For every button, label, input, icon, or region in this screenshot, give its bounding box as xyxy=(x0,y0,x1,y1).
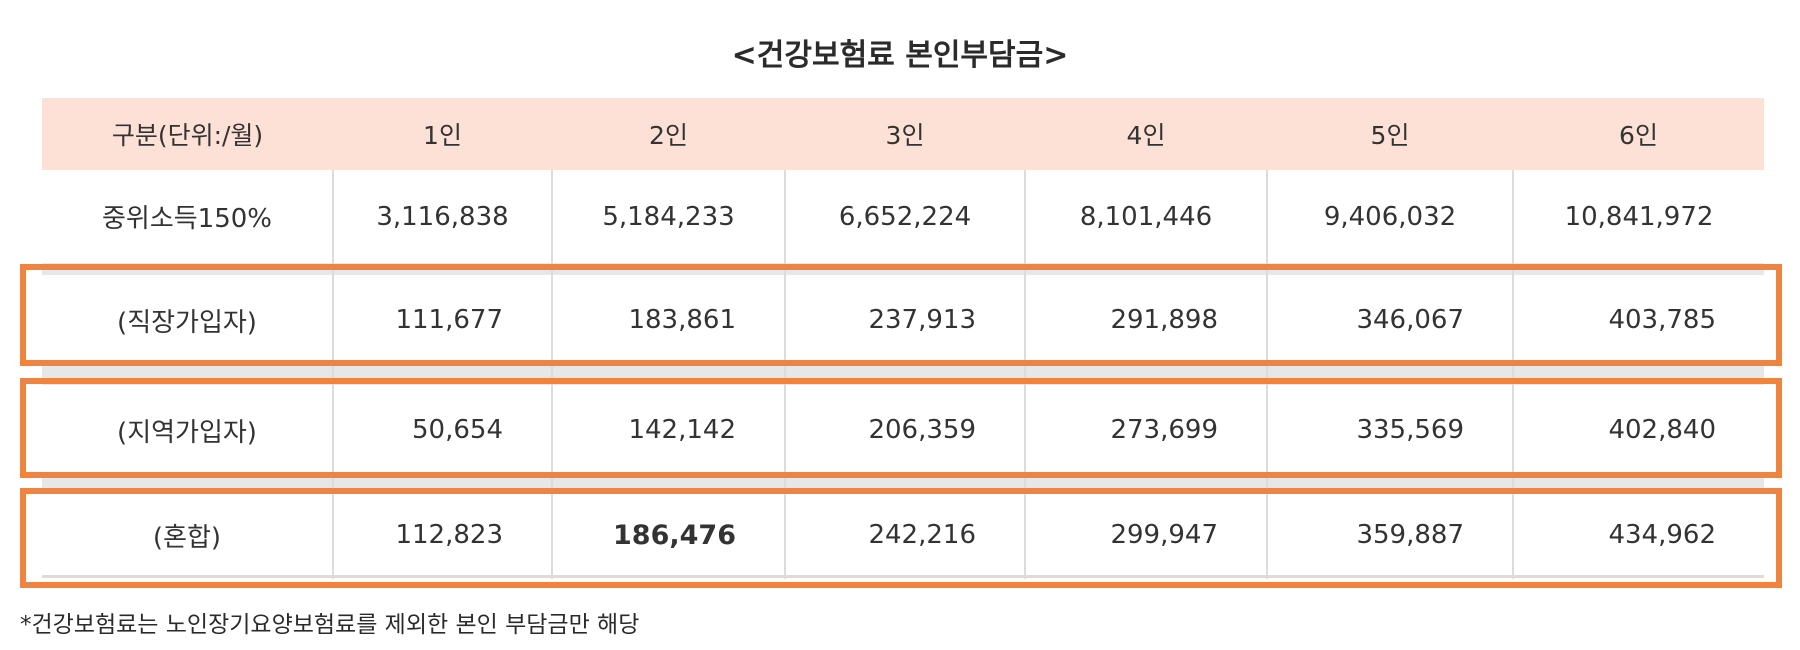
row-divider xyxy=(42,365,1764,385)
header-4-person: 4인 xyxy=(1126,121,1166,150)
header-3-person: 3인 xyxy=(885,121,925,150)
table-cell: 273,699 xyxy=(1024,385,1267,475)
table-row-employee: (직장가입자) 111,677 183,861 237,913 291,898 … xyxy=(42,275,1764,365)
table-cell: 359,887 xyxy=(1266,491,1513,579)
table-cell: 242,216 xyxy=(784,491,1025,579)
premium-table: 구분(단위:/월) 1인 2인 3인 4인 5인 6인 중위소득150% 3,1… xyxy=(42,98,1764,579)
table-cell: 3,116,838 xyxy=(332,170,552,263)
table-cell: 8,101,446 xyxy=(1024,170,1267,263)
table-row-median-income: 중위소득150% 3,116,838 5,184,233 6,652,224 8… xyxy=(42,170,1764,263)
table-cell: 206,359 xyxy=(784,385,1025,475)
header-category: 구분(단위:/월) xyxy=(111,121,264,150)
row-label: 중위소득150% xyxy=(101,204,272,234)
table-cell: 299,947 xyxy=(1024,491,1267,579)
table-cell: 346,067 xyxy=(1266,275,1513,365)
table-cell: 142,142 xyxy=(551,385,785,475)
row-divider xyxy=(42,475,1764,491)
premium-table-container: 구분(단위:/월) 1인 2인 3인 4인 5인 6인 중위소득150% 3,1… xyxy=(42,98,1764,579)
row-divider xyxy=(42,263,1764,275)
table-row-regional: (지역가입자) 50,654 142,142 206,359 273,699 3… xyxy=(42,385,1764,475)
table-cell: 183,861 xyxy=(551,275,785,365)
table-cell: 237,913 xyxy=(784,275,1025,365)
row-label: (지역가입자) xyxy=(117,417,257,448)
row-label: (혼합) xyxy=(152,522,222,553)
table-cell: 403,785 xyxy=(1512,275,1764,365)
row-label: (직장가입자) xyxy=(117,307,257,338)
table-cell-emphasized: 186,476 xyxy=(551,491,785,579)
table-header-row: 구분(단위:/월) 1인 2인 3인 4인 5인 6인 xyxy=(42,98,1764,170)
table-cell: 5,184,233 xyxy=(551,170,785,263)
table-cell: 111,677 xyxy=(332,275,552,365)
table-row-mixed: (혼합) 112,823 186,476 242,216 299,947 359… xyxy=(42,491,1764,579)
table-cell: 291,898 xyxy=(1024,275,1267,365)
header-1-person: 1인 xyxy=(423,121,462,150)
table-cell: 6,652,224 xyxy=(784,170,1025,263)
table-cell: 402,840 xyxy=(1512,385,1764,475)
table-cell: 335,569 xyxy=(1266,385,1513,475)
header-6-person: 6인 xyxy=(1619,121,1658,150)
header-2-person: 2인 xyxy=(649,121,688,150)
table-cell: 9,406,032 xyxy=(1266,170,1513,263)
table-cell: 50,654 xyxy=(332,385,552,475)
table-bottom-border xyxy=(42,575,1764,578)
page-title: <건강보험료 본인부담금> xyxy=(731,38,1069,73)
table-cell: 10,841,972 xyxy=(1512,170,1764,263)
table-cell: 112,823 xyxy=(332,491,552,579)
header-5-person: 5인 xyxy=(1370,121,1410,150)
footnote: *건강보험료는 노인장기요양보험료를 제외한 본인 부담금만 해당 xyxy=(20,612,640,638)
table-cell: 434,962 xyxy=(1512,491,1764,579)
